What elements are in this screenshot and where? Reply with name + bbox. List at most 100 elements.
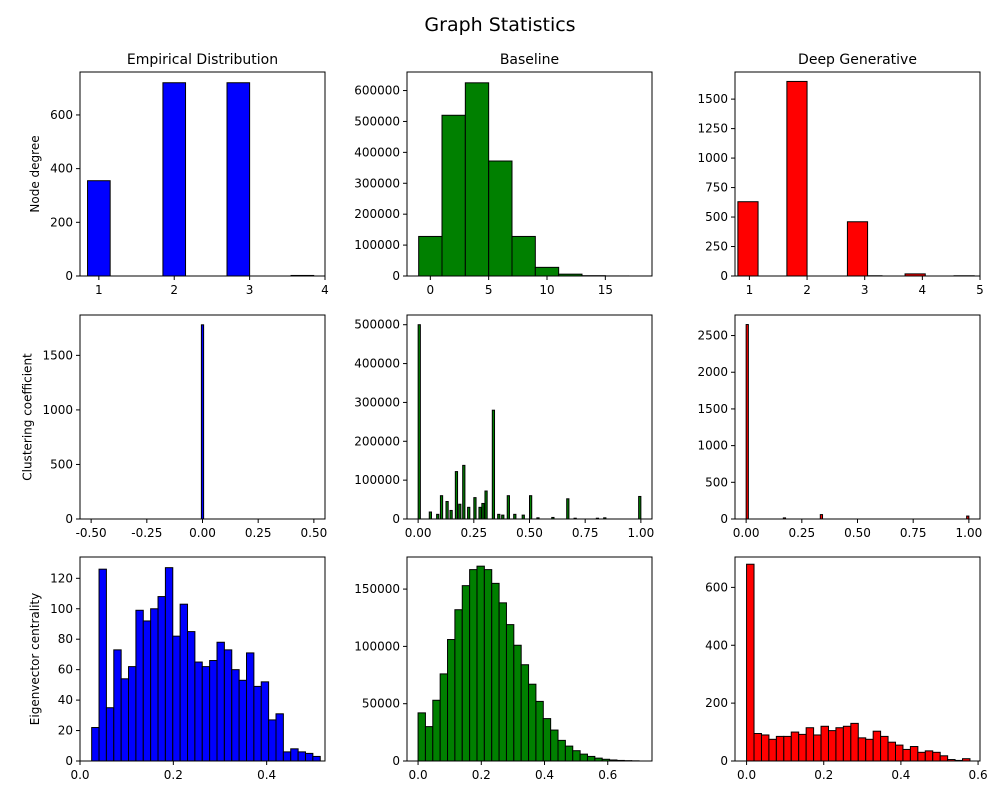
histogram-bar xyxy=(753,733,762,762)
y-tick-label: 0 xyxy=(392,754,400,768)
histogram-bar xyxy=(436,513,440,520)
histogram-bar xyxy=(142,620,152,762)
x-tick-label: 1.00 xyxy=(628,526,655,540)
subplot-1: 1 2 3 4 0 200 400 600 Empirical Distribution Node… xyxy=(28,52,329,297)
histogram-bar xyxy=(467,506,471,520)
y-tick-label: 500 xyxy=(705,475,728,489)
x-tick-label: 2 xyxy=(170,283,178,297)
histogram-bar xyxy=(481,502,485,520)
x-tick-label: 0.75 xyxy=(900,526,927,540)
histogram-bar xyxy=(164,567,174,762)
histogram-bar xyxy=(476,565,485,762)
x-tick-label: 0.4 xyxy=(891,768,910,782)
histogram-bar xyxy=(850,722,859,762)
histogram-bar xyxy=(535,700,544,762)
histogram-bar xyxy=(418,235,443,277)
histogram-bar xyxy=(528,683,537,762)
histogram-bar xyxy=(491,409,496,520)
axes-frame xyxy=(79,71,326,277)
y-tick-label: 1500 xyxy=(697,92,728,106)
histogram-bar xyxy=(737,201,759,277)
histogram-bar xyxy=(290,748,299,762)
histogram-bar xyxy=(557,739,566,762)
histogram-bar xyxy=(462,464,466,520)
histogram-bar xyxy=(157,596,166,762)
x-tick-label: 0.2 xyxy=(164,768,183,782)
histogram-bar xyxy=(534,266,560,277)
histogram-bar xyxy=(187,631,196,762)
histogram-bar xyxy=(150,608,159,762)
y-tick-label: 20 xyxy=(58,724,73,738)
y-tick-label: 600 xyxy=(705,580,728,594)
axes-frame xyxy=(79,556,326,762)
histogram-bar xyxy=(857,737,867,762)
histogram-bar xyxy=(745,324,749,520)
x-tick-label: 4 xyxy=(919,283,927,297)
histogram-bar xyxy=(924,750,934,762)
histogram-bar xyxy=(461,585,471,762)
y-axis-label: Node degree xyxy=(28,135,42,212)
y-tick-label: 1500 xyxy=(697,402,728,416)
histogram-bar xyxy=(135,609,144,762)
histogram-bar xyxy=(282,751,292,762)
x-tick-label: 0 xyxy=(427,283,435,297)
histogram-bar xyxy=(790,731,800,762)
histogram-bar xyxy=(775,735,785,762)
y-tick-label: 100000 xyxy=(354,473,400,487)
y-tick-label: 400 xyxy=(705,638,728,652)
histogram-bar xyxy=(200,324,205,520)
y-tick-label: 0 xyxy=(720,512,728,526)
histogram-bar xyxy=(260,681,270,762)
y-tick-label: 60 xyxy=(58,663,73,677)
histogram-bar xyxy=(201,666,211,762)
subplot-6: 0.00 0.25 0.50 0.75 1.00 0 500 1000 1500 2000 2500 xyxy=(697,314,982,540)
histogram-bar xyxy=(253,685,262,762)
x-tick-label: 0.50 xyxy=(516,526,543,540)
histogram-bar xyxy=(783,735,792,762)
x-tick-label: -0.50 xyxy=(76,526,107,540)
y-tick-label: 750 xyxy=(705,181,728,195)
histogram-bar xyxy=(521,514,525,520)
histogram-bar xyxy=(506,495,510,520)
histogram-bar xyxy=(505,624,515,762)
x-tick-label: 0.6 xyxy=(969,768,988,782)
histogram-bar xyxy=(216,641,225,762)
histogram-bar xyxy=(895,744,904,762)
axes-frame xyxy=(734,314,981,520)
y-tick-label: 300000 xyxy=(354,176,400,190)
y-tick-label: 400000 xyxy=(354,357,400,371)
y-tick-label: 100000 xyxy=(354,639,400,653)
histogram-bar xyxy=(91,727,100,762)
histogram-bar xyxy=(483,569,493,762)
x-tick-label: 10 xyxy=(539,283,554,297)
x-tick-label: 0.25 xyxy=(245,526,272,540)
histogram-bar xyxy=(497,513,501,520)
histogram-bar xyxy=(498,602,507,762)
histogram-bar xyxy=(87,180,111,277)
y-tick-label: 500 xyxy=(50,457,73,471)
histogram-bar xyxy=(520,664,530,762)
x-tick-label: 5 xyxy=(485,283,493,297)
y-tick-label: 0 xyxy=(65,269,73,283)
subplot-8: 0.0 0.2 0.4 0.6 0 50000 100000 150000 xyxy=(354,556,653,782)
histogram-bar xyxy=(932,751,941,762)
y-tick-label: 0 xyxy=(720,754,728,768)
histogram-bar xyxy=(566,498,570,520)
histogram-bar xyxy=(98,568,107,762)
histogram-bar xyxy=(902,748,911,762)
histogram-bar xyxy=(120,678,130,762)
histogram-bar xyxy=(172,635,181,762)
y-tick-label: 250 xyxy=(705,240,728,254)
x-tick-label: 0.4 xyxy=(535,768,554,782)
histogram-bar xyxy=(586,755,596,762)
axes-frame xyxy=(734,71,981,277)
x-tick-label: 1 xyxy=(95,283,103,297)
x-tick-label: 2 xyxy=(803,283,811,297)
histogram-bar xyxy=(238,679,248,762)
histogram-bar xyxy=(445,501,449,520)
subplot-7: 0.0 0.2 0.4 0 20 40 60 80 100 120 Eigenvector cent… xyxy=(28,556,326,782)
y-tick-label: 500000 xyxy=(354,318,400,332)
histogram-bar xyxy=(550,729,559,762)
